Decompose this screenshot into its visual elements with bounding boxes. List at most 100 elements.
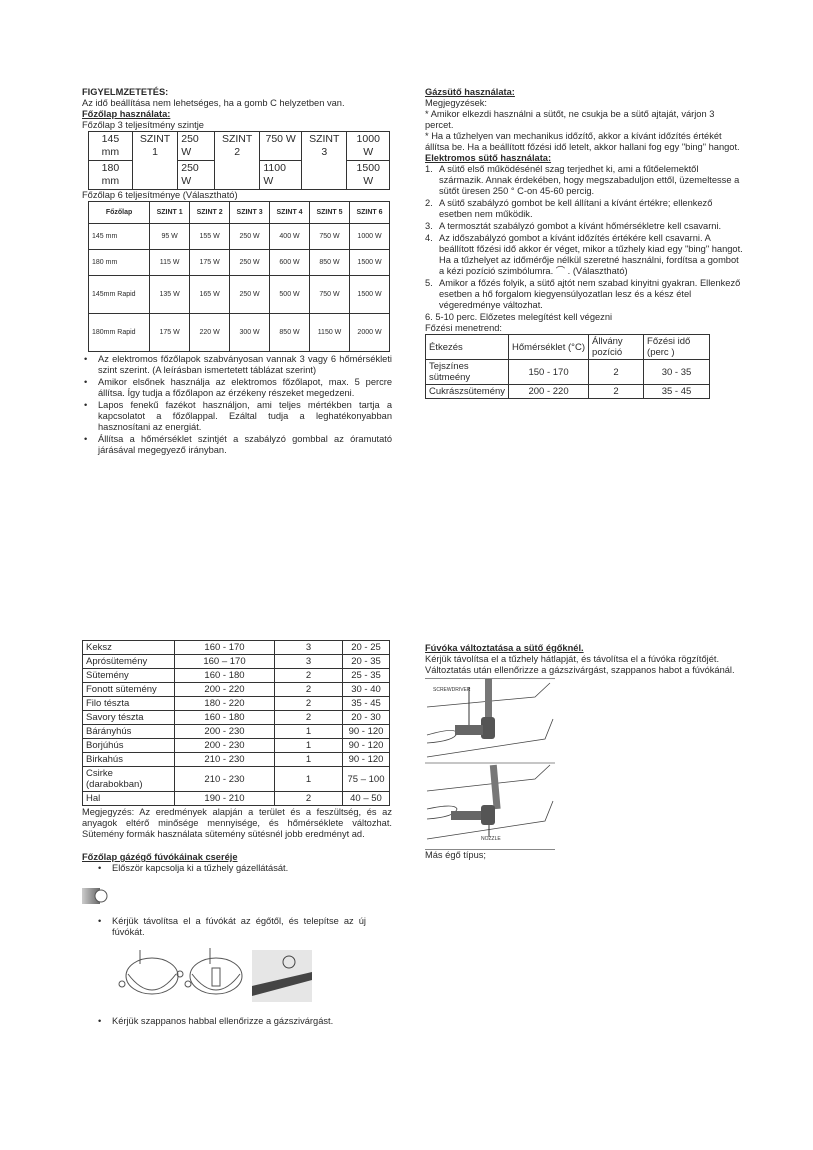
list-item: 3. A termosztát szabályzó gombot a kívánt…	[425, 221, 743, 232]
cell: 1500 W	[348, 249, 391, 276]
header-cell: Főzőlap	[87, 201, 151, 224]
nozzle-heading: Főzőlap gázégő fúvókáinak cseréje	[82, 852, 238, 862]
cell: Birkahús	[82, 752, 175, 767]
header-cell: Főzési idő (perc )	[643, 334, 710, 360]
list-item: Lapos fenekű fazékot használjon, ami tel…	[82, 400, 392, 433]
oven-burner-illustration	[425, 679, 555, 840]
burner-nozzle-images	[118, 948, 312, 1002]
cell: 2	[274, 682, 343, 697]
cell: Savory tészta	[82, 710, 175, 725]
gas-valve-image	[82, 888, 108, 904]
note: * Amikor elkezdi használni a sütőt, ne c…	[425, 109, 715, 130]
oven-nozzle-text: Kérjük távolítsa el a tűzhely hátlapját,…	[425, 654, 735, 675]
cell: 3	[274, 640, 343, 655]
cell: 30 - 40	[342, 682, 390, 697]
cell: 2	[588, 384, 645, 399]
cell: 1	[274, 752, 343, 767]
hob-heading: Főzőlap használata:	[82, 109, 171, 119]
cell: 210 - 230	[174, 752, 275, 767]
right-bottom-section: Fúvóka változtatása a sütő égőknél. Kérj…	[425, 643, 743, 861]
cell: SZINT 3	[301, 131, 348, 190]
cell: 1000 W	[348, 223, 391, 250]
cell: 400 W	[269, 223, 311, 250]
cell: 180 mm	[87, 249, 151, 276]
cell: 2	[274, 710, 343, 725]
gas-oven-heading: Gázsütő használata:	[425, 87, 515, 97]
table-row: Keksz 160 - 170 3 20 - 25	[82, 640, 390, 655]
table-row: 180mm Rapid 175 W 220 W 300 W 850 W 1150 W 200…	[87, 313, 391, 352]
cell: Sütemény	[82, 668, 175, 683]
cell: 115 W	[149, 249, 191, 276]
hob3-caption: Főzőlap 3 teljesítmény szintje	[82, 120, 204, 130]
cell: 90 - 120	[342, 752, 390, 767]
left-bottom-section: Keksz 160 - 170 3 20 - 25 Aprósütemény 160 – …	[82, 640, 392, 1028]
step-number: 3.	[425, 221, 433, 231]
cell: 145 mm	[87, 223, 151, 250]
hob-bullets: Az elektromos főzőlapok szabványosan van…	[82, 354, 392, 456]
cell: 1500 W	[346, 160, 390, 190]
schedule-table-continued: Keksz 160 - 170 3 20 - 25 Aprósütemény 160 – …	[82, 640, 390, 806]
hob3-table: 145 mm SZINT 1 250 W SZINT 2 750 W SZINT…	[88, 131, 390, 190]
table-row: Birkahús 210 - 230 1 90 - 120	[82, 752, 390, 767]
step-number: 2.	[425, 198, 433, 208]
cell: 500 W	[269, 275, 311, 314]
cell: 2000 W	[348, 313, 391, 352]
header-cell: SZINT 4	[269, 201, 311, 224]
cell: 155 W	[189, 223, 231, 250]
cell: 250 W	[177, 131, 215, 161]
cell: Bárányhús	[82, 724, 175, 739]
oven-nozzle-diagram: SCREWDRIVER NOZZLE	[425, 678, 555, 850]
header-cell: Állvány pozíció	[588, 334, 645, 360]
schedule-note: Megjegyzés: Az eredmények alapján a terü…	[82, 807, 392, 839]
table-row: 145mm Rapid 135 W 165 W 250 W 500 W 750 W 1500…	[87, 275, 391, 314]
cell: 750 W	[309, 275, 350, 314]
cell: 160 – 170	[174, 654, 275, 669]
cell: 850 W	[309, 249, 350, 276]
table-row: Bárányhús 200 - 230 1 90 - 120	[82, 724, 390, 739]
table-row: Csirke (darabokban) 210 - 230 1 75 – 100	[82, 766, 390, 792]
cell: 40 – 50	[342, 791, 390, 806]
cell: 175 W	[149, 313, 191, 352]
warning-text: Az idő beállítása nem lehetséges, ha a g…	[82, 98, 345, 108]
cell: 3	[274, 654, 343, 669]
step-text: A termosztát szabályzó gombot a kívánt h…	[439, 221, 722, 231]
table-row: Sütemény 160 - 180 2 25 - 35	[82, 668, 390, 683]
step-6: 6. 5-10 perc. Előzetes melegítést kell v…	[425, 312, 613, 322]
step-text: Az időszabályzó gombot a kívánt időzítés…	[439, 233, 743, 276]
cell: 750 W	[259, 131, 303, 161]
header-cell: Étkezés	[424, 334, 510, 360]
cell: 1100 W	[259, 160, 303, 190]
nozzle-bullets-3: Kérjük szappanos habbal ellenőrizze a gá…	[96, 1016, 392, 1027]
table-row: Fonott sütemény 200 - 220 2 30 - 40	[82, 682, 390, 697]
cell: 160 - 170	[174, 640, 275, 655]
cell: Filo tészta	[82, 696, 175, 711]
schedule-table: Étkezés Hőmérséklet (°C) Állvány pozíció Fő…	[424, 334, 710, 399]
cell: 200 - 230	[174, 724, 275, 739]
table-row: Filo tészta 180 - 220 2 35 - 45	[82, 696, 390, 711]
cell: 175 W	[189, 249, 231, 276]
cell: 1500 W	[348, 275, 391, 314]
hob6-caption: Főzőlap 6 teljesítménye (Választható)	[82, 190, 238, 200]
cell: Hal	[82, 791, 175, 806]
cell: Cukrászsütemény	[424, 384, 510, 399]
warning-title: FIGYELMZETETÉS:	[82, 87, 169, 97]
cell: 2	[588, 359, 645, 385]
cell: 75 – 100	[342, 766, 390, 792]
table-row: Cukrászsütemény 200 - 220 2 35 - 45	[424, 384, 710, 399]
cell: 95 W	[149, 223, 191, 250]
cell: 150 - 170	[508, 359, 590, 385]
header-cell: SZINT 5	[309, 201, 350, 224]
cell: 1	[274, 724, 343, 739]
cell: 850 W	[269, 313, 311, 352]
electric-oven-heading: Elektromos sütő használata:	[425, 153, 552, 163]
cell: 220 W	[189, 313, 231, 352]
steps-list: 1. A sütő első működésénél szag terjedhet…	[425, 164, 743, 311]
cell: Tejszínes sütmeény	[424, 359, 510, 385]
table-row: 145 mm 95 W 155 W 250 W 400 W 750 W 1000 W	[87, 223, 391, 250]
cell: 20 - 35	[342, 654, 390, 669]
table-row: Tejszínes sütmeény 150 - 170 2 30 - 35	[424, 359, 710, 385]
cell: 180 mm	[88, 160, 133, 190]
cell: 25 - 35	[342, 668, 390, 683]
header-cell: SZINT 6	[348, 201, 391, 224]
cell: 200 - 230	[174, 738, 275, 753]
